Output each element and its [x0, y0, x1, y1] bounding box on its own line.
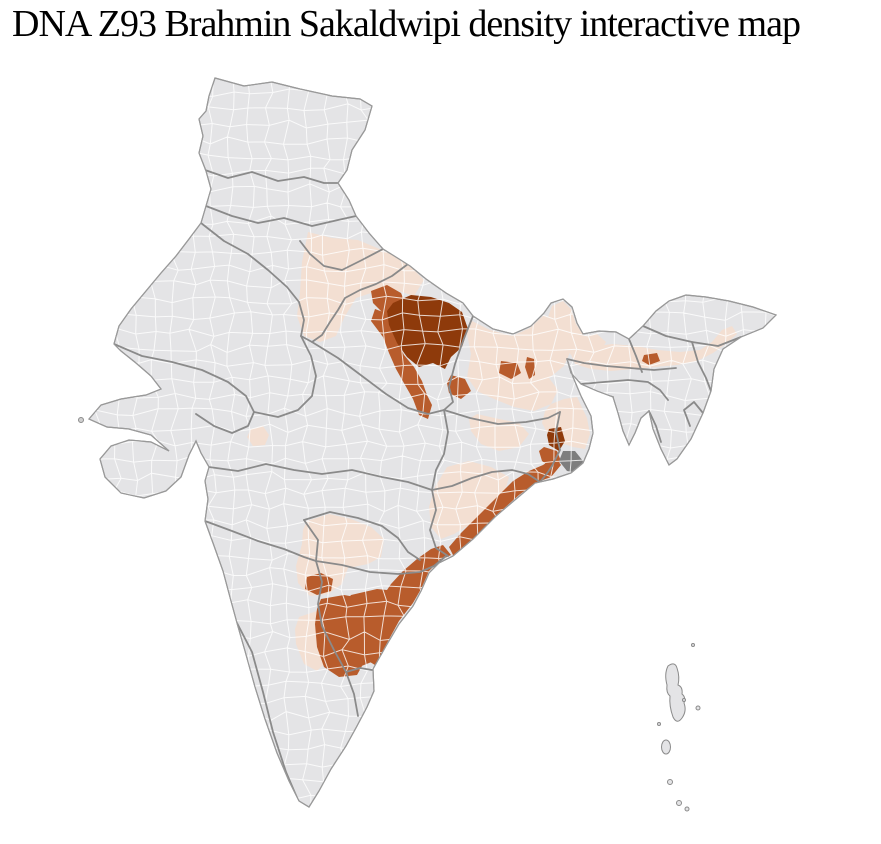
state-border-line [300, 263, 409, 343]
state-border-line [345, 667, 373, 673]
state-border-line [443, 409, 561, 425]
state-border-line [431, 409, 449, 491]
state-border-line [208, 463, 433, 491]
state-border-line [236, 622, 299, 801]
state-border-line [431, 465, 553, 491]
map-region-medium[interactable] [305, 573, 333, 595]
state-border-line [683, 401, 704, 427]
map-region-medium[interactable] [642, 353, 660, 365]
state-border-line [551, 411, 561, 467]
state-border-line [429, 489, 449, 557]
map-region-low[interactable] [247, 426, 269, 446]
map-region-low[interactable] [429, 461, 509, 539]
state-border-line [315, 560, 359, 717]
state-border-line [315, 555, 447, 575]
state-border-line [204, 520, 317, 562]
state-border-line [205, 205, 357, 227]
state-border-line [303, 511, 421, 561]
map-region-medium[interactable] [499, 361, 521, 379]
state-border-line [691, 341, 712, 392]
map-region-high[interactable] [547, 427, 565, 451]
map-region-medium[interactable] [371, 309, 432, 419]
island-shape [661, 739, 671, 755]
map-region-low[interactable] [467, 315, 571, 411]
coastline-outline [88, 77, 778, 808]
island-shape [682, 698, 686, 702]
andaman-nicobar-islands[interactable] [657, 643, 701, 812]
state-border-line [580, 379, 669, 401]
island-shape [691, 643, 695, 647]
state-border-line [253, 335, 317, 418]
map-region-medium[interactable] [449, 457, 561, 557]
map-region-medium[interactable] [447, 375, 471, 399]
state-border-line [303, 519, 319, 562]
state-border-line [443, 315, 474, 411]
kutch-islet [78, 417, 84, 423]
island-shape [676, 800, 682, 806]
island-shape [667, 779, 673, 785]
map-region-medium[interactable] [315, 595, 377, 677]
island-shape [657, 722, 661, 726]
island-shape [684, 806, 690, 812]
island-shape [665, 663, 686, 722]
map-region-low[interactable] [570, 326, 737, 371]
state-border-line [566, 358, 677, 371]
state-border-line [628, 338, 643, 373]
page-title: DNA Z93 Brahmin Sakaldwipi density inter… [12, 3, 801, 45]
state-border-line [113, 343, 255, 434]
map-region-medium[interactable] [525, 357, 535, 379]
state-border-line [299, 240, 384, 271]
island-shape [695, 705, 701, 711]
state-border-line [204, 169, 339, 184]
state-border-line [648, 410, 662, 443]
state-border-line [311, 341, 445, 415]
state-border-line [200, 222, 305, 337]
state-borders [113, 169, 742, 801]
